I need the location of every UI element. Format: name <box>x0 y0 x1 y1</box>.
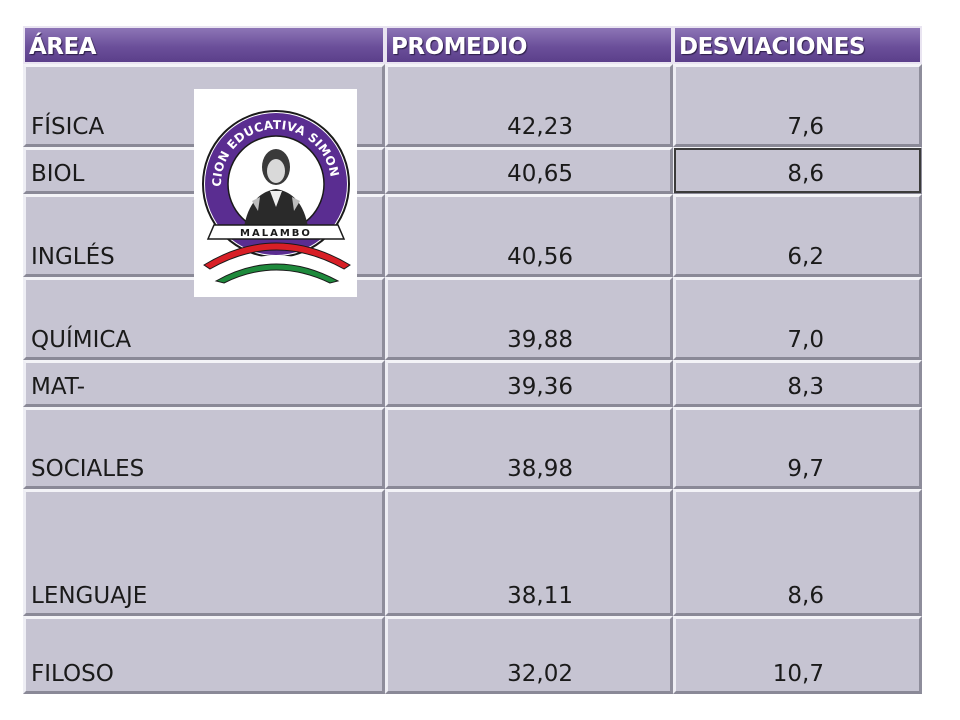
table-cell-desviacion: 7,0 <box>673 277 922 360</box>
school-seal-icon: INSTITUCION EDUCATIVA SIMON BOLIVAR MALA… <box>189 78 351 284</box>
table-cell-area: MAT- <box>23 360 385 407</box>
table-cell-promedio: 38,11 <box>385 489 673 616</box>
table-cell-desviacion: 9,7 <box>673 407 922 489</box>
table-cell-promedio: 40,65 <box>385 147 673 194</box>
table-cell-promedio: 32,02 <box>385 616 673 694</box>
portrait-icon <box>244 149 308 227</box>
table-cell-promedio: 40,56 <box>385 194 673 277</box>
data-table: ÁREA PROMEDIO DESVIACIONES FÍSICA 42,23 … <box>23 26 922 694</box>
table-cell-desviacion: 7,6 <box>673 64 922 147</box>
table-cell-desviacion: 6,2 <box>673 194 922 277</box>
svg-text:MALAMBO: MALAMBO <box>240 228 312 239</box>
table-cell-desviacion-selected[interactable]: 8,6 <box>673 147 922 194</box>
header-desviaciones: DESVIACIONES <box>673 26 922 64</box>
table-cell-area: FILOSO <box>23 616 385 694</box>
table-cell-promedio: 42,23 <box>385 64 673 147</box>
table-cell-promedio: 38,98 <box>385 407 673 489</box>
table-cell-desviacion: 10,7 <box>673 616 922 694</box>
table-cell-area: LENGUAJE <box>23 489 385 616</box>
table-cell-promedio: 39,36 <box>385 360 673 407</box>
header-area: ÁREA <box>23 26 385 64</box>
school-logo: INSTITUCION EDUCATIVA SIMON BOLIVAR MALA… <box>189 78 357 297</box>
header-promedio: PROMEDIO <box>385 26 673 64</box>
table-cell-desviacion: 8,3 <box>673 360 922 407</box>
table-cell-promedio: 39,88 <box>385 277 673 360</box>
table-cell-desviacion: 8,6 <box>673 489 922 616</box>
table-cell-area: SOCIALES <box>23 407 385 489</box>
